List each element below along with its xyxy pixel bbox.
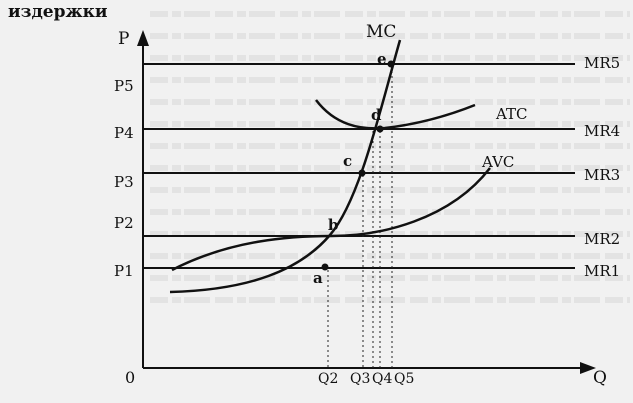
point-c-label: c <box>343 152 352 170</box>
avc-curve <box>171 167 491 272</box>
mr3-label: MR3 <box>584 166 620 184</box>
q3-label: Q3 <box>350 371 370 387</box>
atc-curve <box>315 99 476 130</box>
q4-label: Q4 <box>372 371 392 387</box>
q5-label: Q5 <box>394 371 414 387</box>
x-axis-symbol: Q <box>593 368 607 388</box>
point-e-marker <box>387 60 395 68</box>
mr4-label: MR4 <box>584 122 620 140</box>
x-axis-arrow <box>580 362 596 374</box>
p2-label: P2 <box>114 214 134 232</box>
p3-label: P3 <box>114 173 134 191</box>
y-axis-arrow <box>137 30 149 46</box>
point-d-label: d <box>371 106 382 124</box>
mr5-label: MR5 <box>584 54 620 72</box>
p1-label: P1 <box>114 262 134 280</box>
y-axis-symbol: P <box>118 29 129 49</box>
mr1-label: MR1 <box>584 262 620 280</box>
q2-label: Q2 <box>318 371 338 387</box>
mc-label: MC <box>366 22 396 42</box>
origin-label: 0 <box>125 368 135 387</box>
point-a-label: a <box>313 269 323 287</box>
p4-label: P4 <box>114 124 134 142</box>
mr2-label: MR2 <box>584 230 620 248</box>
atc-label: ATC <box>495 105 528 123</box>
y-axis-caption: издержки <box>8 2 108 22</box>
point-e-label: e <box>377 50 387 68</box>
point-d-marker <box>376 125 384 133</box>
point-b-label: b <box>328 216 339 234</box>
avc-label: AVC <box>481 153 514 171</box>
p5-label: P5 <box>114 77 134 95</box>
point-c-marker <box>358 169 366 177</box>
point-a-marker <box>321 263 329 271</box>
